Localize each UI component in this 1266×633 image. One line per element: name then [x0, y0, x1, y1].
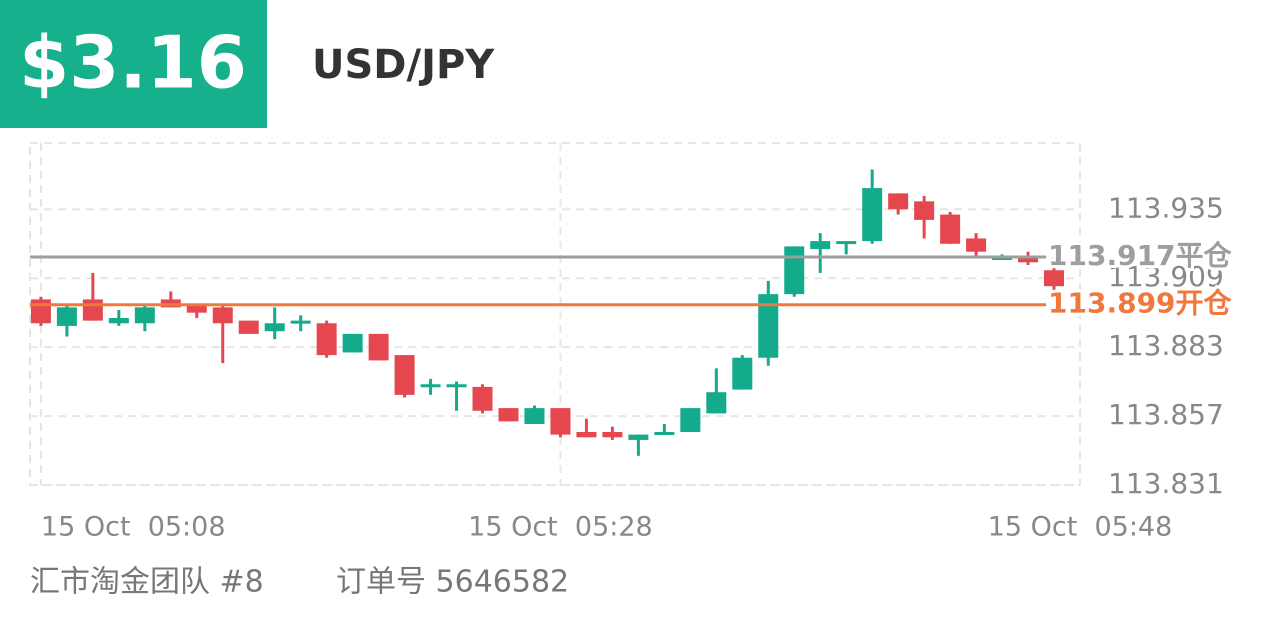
- candle-body: [706, 392, 727, 414]
- candle-body: [316, 323, 337, 356]
- candle-body: [966, 238, 987, 252]
- price-line-label: 113.899开仓: [1048, 287, 1233, 320]
- x-tick-label: 15 Oct 05:08: [41, 512, 226, 543]
- candle-body: [784, 246, 805, 295]
- y-tick-label: 113.935: [1108, 191, 1224, 224]
- price-line-value: 113.899: [1048, 287, 1176, 320]
- y-tick-label: 113.883: [1108, 329, 1224, 362]
- candle-body: [732, 357, 753, 390]
- candle-body: [888, 193, 909, 210]
- candle-body: [550, 408, 571, 435]
- amount: $3.16: [19, 21, 247, 105]
- candle-body: [602, 431, 623, 438]
- y-tick-label: 113.909: [1108, 260, 1224, 293]
- candle-body: [524, 408, 545, 425]
- price-line-text: 开仓: [1176, 287, 1233, 320]
- candle-body: [758, 294, 779, 358]
- candle-body: [30, 299, 51, 324]
- candle-body: [914, 201, 935, 220]
- candle-body: [212, 307, 233, 324]
- price-line-text: 平仓: [1176, 239, 1233, 272]
- amount-badge: [0, 0, 267, 128]
- candle-body: [394, 355, 415, 395]
- candle-body: [186, 304, 207, 313]
- candle-body: [862, 188, 883, 242]
- price-line-label: 113.917平仓: [1048, 239, 1233, 272]
- candle-body: [836, 241, 857, 245]
- candle-body: [498, 408, 519, 422]
- candle-body: [940, 214, 961, 244]
- candle-body: [654, 431, 675, 435]
- price-line-value: 113.917: [1048, 239, 1176, 272]
- y-tick-label: 113.857: [1108, 398, 1224, 431]
- chart-title: USD/JPY: [312, 42, 495, 88]
- candle-body: [810, 241, 831, 250]
- candle-body: [446, 384, 467, 388]
- candle-body: [108, 317, 129, 324]
- candle-body: [628, 434, 649, 440]
- y-tick-label: 113.831: [1108, 467, 1224, 500]
- candle-body: [342, 333, 363, 353]
- order-number: 订单号 5646582: [336, 565, 569, 600]
- candle-body: [1018, 257, 1039, 263]
- candle-body: [82, 299, 103, 321]
- candle-body: [238, 320, 259, 334]
- candle-body: [368, 333, 389, 361]
- x-tick-label: 15 Oct 05:48: [988, 512, 1173, 543]
- x-tick-label: 15 Oct 05:28: [468, 512, 653, 543]
- candle-body: [134, 307, 155, 324]
- candle-body: [472, 386, 493, 411]
- candle-body: [576, 431, 597, 438]
- candle-body: [680, 408, 701, 432]
- plot-frame: [29, 142, 1081, 486]
- candle-body: [290, 320, 311, 324]
- candle-body: [1044, 270, 1065, 287]
- candle-body: [56, 307, 77, 326]
- candle-body: [420, 384, 441, 388]
- team: 汇市淘金团队 #8: [30, 565, 264, 600]
- candle-body: [264, 323, 285, 332]
